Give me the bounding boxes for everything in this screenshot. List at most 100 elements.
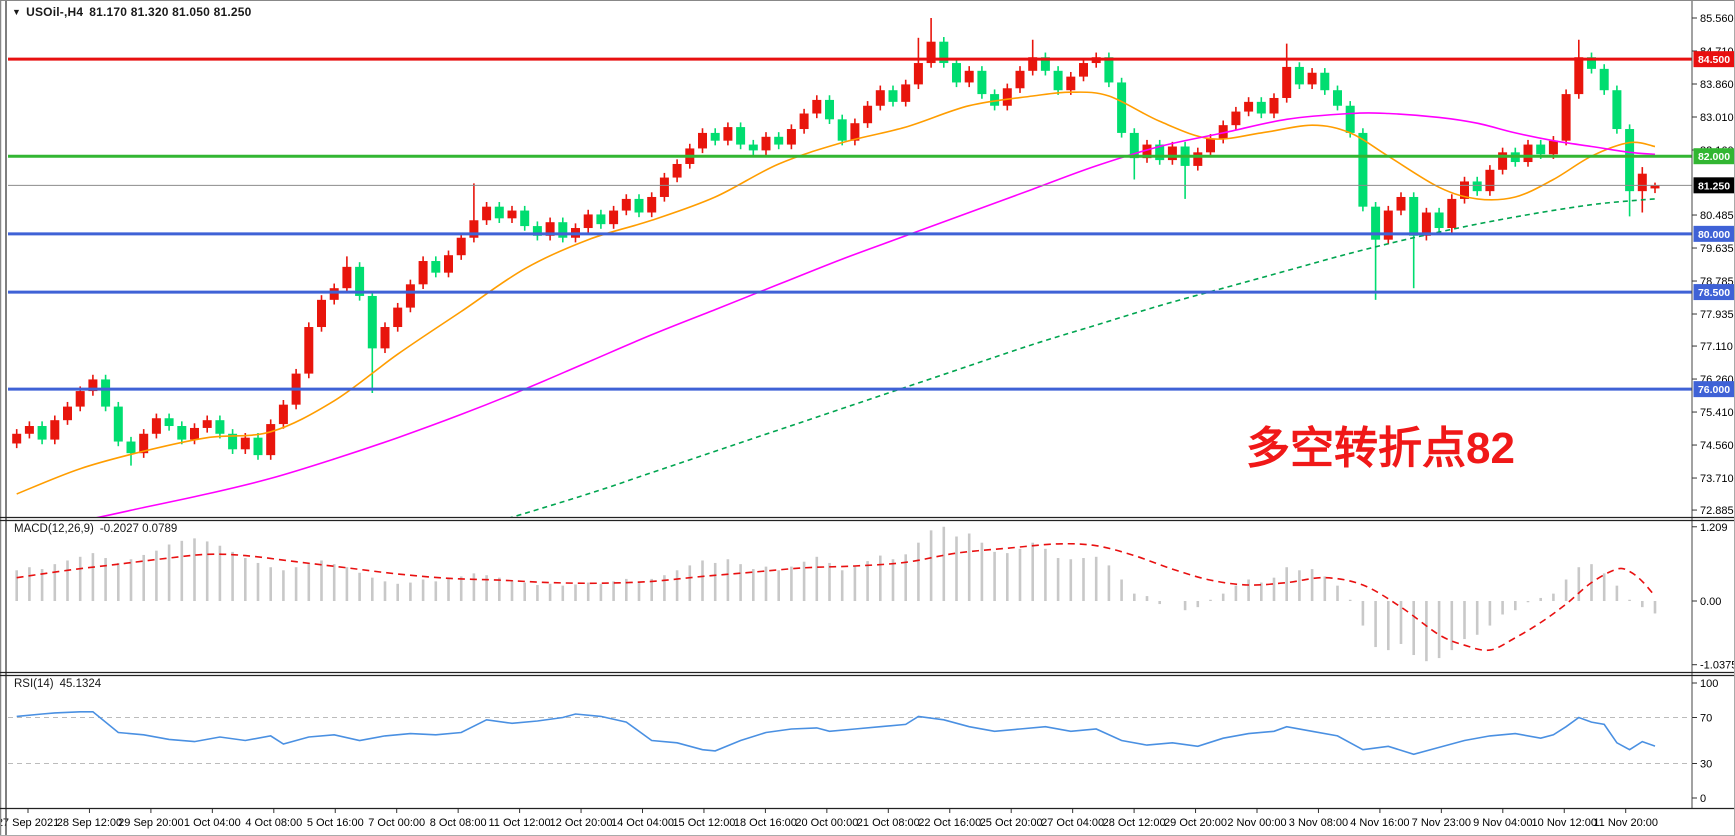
rsi-line	[16, 710, 1656, 756]
ohlc-values: 81.170 81.320 81.050 81.250	[89, 5, 252, 19]
macd-values: -0.2027 0.0789	[99, 523, 178, 535]
candle-body	[1599, 68, 1609, 91]
candle-body	[1129, 132, 1139, 159]
time-axis-label: 7 Oct 00:00	[368, 817, 425, 829]
price-badge-82.000	[1693, 148, 1735, 165]
price-axis-label: 79.635	[1700, 243, 1734, 255]
candle-body	[1269, 97, 1279, 114]
time-axis-label: 12 Oct 20:00	[550, 817, 613, 829]
candle-body	[786, 129, 796, 145]
candle-body	[710, 132, 720, 141]
candle-body	[583, 214, 593, 229]
price-axis-label: 74.560	[1700, 440, 1734, 452]
rsi-indicator-label: RSI(14) 45.1324	[14, 678, 101, 690]
candle-body	[901, 84, 911, 102]
rsi-panel-surface[interactable]	[8, 675, 1692, 808]
price-badge-84.500	[1693, 51, 1735, 68]
candle-body	[761, 136, 771, 151]
candle-body	[215, 420, 225, 434]
candle-body	[952, 63, 961, 83]
time-axis-label: 3 Nov 08:00	[1289, 817, 1348, 829]
candle-body	[837, 119, 847, 141]
candle-body	[1167, 146, 1177, 161]
candle-body	[190, 427, 199, 440]
candle-body	[151, 418, 161, 434]
time-axis-label: 20 Oct 00:00	[795, 817, 858, 829]
time-axis-label: 4 Oct 08:00	[245, 817, 302, 829]
candle-body	[977, 70, 987, 95]
candle-body	[37, 426, 47, 440]
macd-panel-surface[interactable]	[8, 520, 1692, 672]
candle-body	[1206, 138, 1215, 153]
candle-body	[1396, 196, 1406, 211]
rsi-name: RSI(14)	[14, 678, 54, 690]
candle-body	[672, 163, 682, 178]
time-axis-label: 25 Oct 20:00	[980, 817, 1043, 829]
candle-body	[926, 41, 936, 64]
price-badge-label: 84.500	[1698, 54, 1730, 66]
candle-body	[367, 295, 377, 349]
candle-body	[1053, 70, 1063, 91]
candle-body	[228, 433, 238, 450]
candle-body	[88, 379, 98, 392]
candle-body	[850, 123, 860, 141]
candle-body	[1294, 66, 1304, 85]
candle-body	[355, 266, 365, 296]
symbol-timeframe-label: USOil-,H4	[26, 5, 84, 19]
macd-axis-label: -1.0375	[1700, 660, 1735, 672]
macd-indicator-label: MACD(12,26,9) -0.2027 0.0789	[14, 523, 177, 535]
candle-body	[990, 94, 1000, 106]
candle-body	[812, 99, 822, 114]
candle-body	[609, 210, 619, 225]
candle-body	[964, 70, 974, 83]
candle-body	[75, 391, 85, 407]
price-badge-78.500	[1693, 284, 1735, 301]
time-axis-label: 27 Oct 04:00	[1041, 817, 1104, 829]
candle-body	[126, 441, 136, 454]
candle-body	[405, 284, 415, 308]
candle-body	[748, 144, 758, 151]
candle-body	[1523, 144, 1533, 163]
candle-body	[469, 220, 479, 238]
time-axis-label: 29 Oct 20:00	[1164, 817, 1227, 829]
candle-body	[1548, 140, 1558, 155]
price-axis-label: 72.885	[1700, 505, 1734, 517]
time-axis-label: 1 Oct 04:00	[184, 817, 241, 829]
candle-body	[1498, 152, 1508, 170]
candle-body	[139, 433, 149, 454]
candle-body	[482, 206, 492, 221]
candle-body	[1650, 185, 1660, 189]
main-chart-surface[interactable]	[8, 0, 1692, 517]
candle-body	[431, 261, 441, 273]
candle-body	[1536, 144, 1546, 155]
candle-body	[393, 307, 403, 328]
candle-body	[278, 404, 288, 425]
candle-body	[1104, 57, 1114, 83]
candle-body	[12, 433, 22, 444]
ma-slow-green-line	[510, 198, 1656, 517]
price-axis-label: 83.010	[1700, 112, 1734, 124]
time-axis-label: 22 Oct 16:00	[918, 817, 981, 829]
macd-axis-label: 0.00	[1700, 596, 1721, 608]
candle-body	[1485, 169, 1495, 192]
price-badge-label: 82.000	[1698, 151, 1730, 163]
time-axis-label: 8 Oct 08:00	[430, 817, 487, 829]
candle-body	[647, 196, 657, 213]
candle-body	[596, 214, 606, 225]
price-axis-label: 73.710	[1700, 473, 1734, 485]
ma-fast-orange-line	[16, 91, 1656, 495]
candle-body	[304, 327, 314, 374]
macd-signal-line	[16, 542, 1656, 652]
candle-body	[1637, 173, 1647, 192]
annotation-text[interactable]: 多空转折点82	[1246, 424, 1515, 473]
candle-body	[825, 99, 834, 120]
candle-body	[1079, 63, 1088, 77]
candle-body	[1117, 82, 1127, 133]
candle-body	[164, 418, 174, 427]
candle-body	[634, 198, 644, 213]
rsi-axis-label: 70	[1700, 713, 1712, 725]
candle-body	[444, 255, 453, 273]
time-axis-label: 14 Oct 04:00	[611, 817, 674, 829]
symbol-dropdown-icon[interactable]: ▼	[12, 7, 22, 17]
